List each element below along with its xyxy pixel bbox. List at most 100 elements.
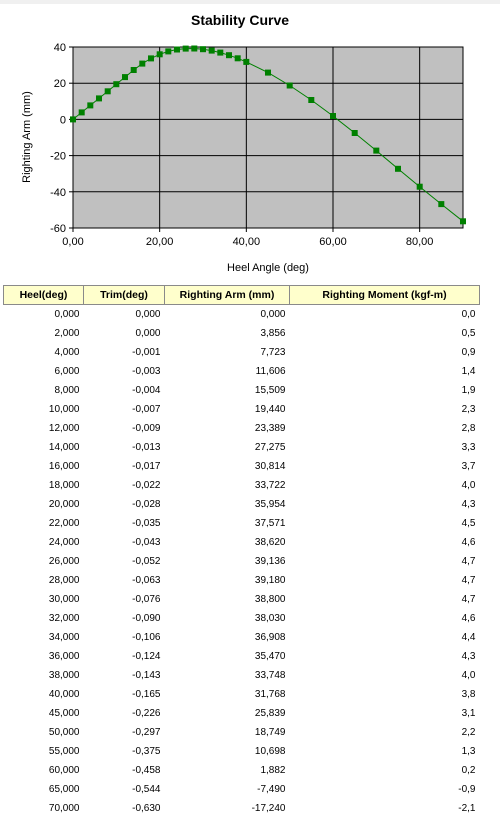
righting-arm-cell: 36,908 bbox=[165, 628, 290, 647]
y-tick-label: 40 bbox=[54, 42, 66, 54]
data-point bbox=[395, 166, 401, 172]
heel-cell: 45,000 bbox=[4, 704, 84, 723]
heel-cell: 65,000 bbox=[4, 780, 84, 799]
data-point bbox=[139, 61, 145, 67]
heel-cell: 26,000 bbox=[4, 552, 84, 571]
data-point bbox=[174, 47, 180, 53]
x-tick-label: 60,00 bbox=[319, 236, 347, 248]
x-tick-label: 20,00 bbox=[146, 236, 174, 248]
column-header-righting-moment: Righting Moment (kgf-m) bbox=[290, 286, 480, 305]
trim-cell: -0,124 bbox=[84, 647, 165, 666]
trim-cell: -0,076 bbox=[84, 590, 165, 609]
righting-moment-cell: 0,0 bbox=[290, 305, 480, 325]
trim-cell: 0,000 bbox=[84, 305, 165, 325]
trim-cell: -0,297 bbox=[84, 723, 165, 742]
column-header-trim: Trim(deg) bbox=[84, 286, 165, 305]
righting-moment-cell: 1,4 bbox=[290, 362, 480, 381]
righting-moment-cell: 2,3 bbox=[290, 400, 480, 419]
table-row: 70,000-0,630-17,240-2,1 bbox=[4, 799, 480, 818]
heel-cell: 70,000 bbox=[4, 799, 84, 818]
trim-cell: -0,004 bbox=[84, 381, 165, 400]
heel-cell: 24,000 bbox=[4, 533, 84, 552]
table-header-row: Heel(deg) Trim(deg) Righting Arm (mm) Ri… bbox=[4, 286, 480, 305]
heel-cell: 18,000 bbox=[4, 476, 84, 495]
heel-cell: 0,000 bbox=[4, 305, 84, 325]
trim-cell: -0,106 bbox=[84, 628, 165, 647]
righting-arm-cell: 10,698 bbox=[165, 742, 290, 761]
righting-arm-cell: 25,839 bbox=[165, 704, 290, 723]
righting-moment-cell: 4,7 bbox=[290, 590, 480, 609]
righting-moment-cell: 4,7 bbox=[290, 552, 480, 571]
heel-cell: 2,000 bbox=[4, 324, 84, 343]
data-point bbox=[265, 70, 271, 76]
table-row: 65,000-0,544-7,490-0,9 bbox=[4, 780, 480, 799]
data-point bbox=[460, 218, 466, 224]
column-header-heel: Heel(deg) bbox=[4, 286, 84, 305]
righting-moment-cell: 1,3 bbox=[290, 742, 480, 761]
data-point bbox=[373, 148, 379, 154]
heel-cell: 60,000 bbox=[4, 761, 84, 780]
righting-arm-cell: 39,180 bbox=[165, 571, 290, 590]
righting-arm-cell: 7,723 bbox=[165, 343, 290, 362]
trim-cell: -0,165 bbox=[84, 685, 165, 704]
heel-cell: 36,000 bbox=[4, 647, 84, 666]
y-tick-label: -60 bbox=[50, 223, 66, 235]
righting-arm-cell: 39,136 bbox=[165, 552, 290, 571]
righting-moment-cell: -0,9 bbox=[290, 780, 480, 799]
righting-arm-cell: 37,571 bbox=[165, 514, 290, 533]
righting-moment-cell: 3,3 bbox=[290, 438, 480, 457]
heel-cell: 38,000 bbox=[4, 666, 84, 685]
righting-moment-cell: -2,1 bbox=[290, 799, 480, 818]
righting-moment-cell: 4,5 bbox=[290, 514, 480, 533]
righting-moment-cell: 2,2 bbox=[290, 723, 480, 742]
data-point bbox=[70, 116, 76, 122]
y-tick-label: 20 bbox=[54, 78, 66, 90]
righting-moment-cell: 4,6 bbox=[290, 533, 480, 552]
righting-moment-cell: 4,7 bbox=[290, 571, 480, 590]
righting-moment-cell: 2,8 bbox=[290, 419, 480, 438]
trim-cell: -0,009 bbox=[84, 419, 165, 438]
righting-arm-cell: 1,882 bbox=[165, 761, 290, 780]
trim-cell: -0,028 bbox=[84, 495, 165, 514]
heel-cell: 32,000 bbox=[4, 609, 84, 628]
righting-moment-cell: 0,9 bbox=[290, 343, 480, 362]
righting-moment-cell: 4,0 bbox=[290, 666, 480, 685]
data-point bbox=[96, 95, 102, 101]
stability-table: Heel(deg) Trim(deg) Righting Arm (mm) Ri… bbox=[3, 285, 480, 818]
heel-cell: 28,000 bbox=[4, 571, 84, 590]
data-point bbox=[235, 55, 241, 61]
righting-arm-cell: 35,954 bbox=[165, 495, 290, 514]
righting-moment-cell: 3,1 bbox=[290, 704, 480, 723]
heel-cell: 22,000 bbox=[4, 514, 84, 533]
x-tick-label: 80,00 bbox=[406, 236, 434, 248]
data-point bbox=[417, 184, 423, 190]
heel-cell: 55,000 bbox=[4, 742, 84, 761]
righting-moment-cell: 4,6 bbox=[290, 609, 480, 628]
data-point bbox=[330, 113, 336, 119]
trim-cell: -0,375 bbox=[84, 742, 165, 761]
trim-cell: -0,043 bbox=[84, 533, 165, 552]
trim-cell: -0,035 bbox=[84, 514, 165, 533]
y-axis-label: Righting Arm (mm) bbox=[21, 91, 33, 183]
righting-moment-cell: 0,2 bbox=[290, 761, 480, 780]
righting-arm-cell: 19,440 bbox=[165, 400, 290, 419]
trim-cell: -0,001 bbox=[84, 343, 165, 362]
data-point bbox=[79, 109, 85, 115]
data-point bbox=[243, 59, 249, 65]
righting-arm-cell: 18,749 bbox=[165, 723, 290, 742]
